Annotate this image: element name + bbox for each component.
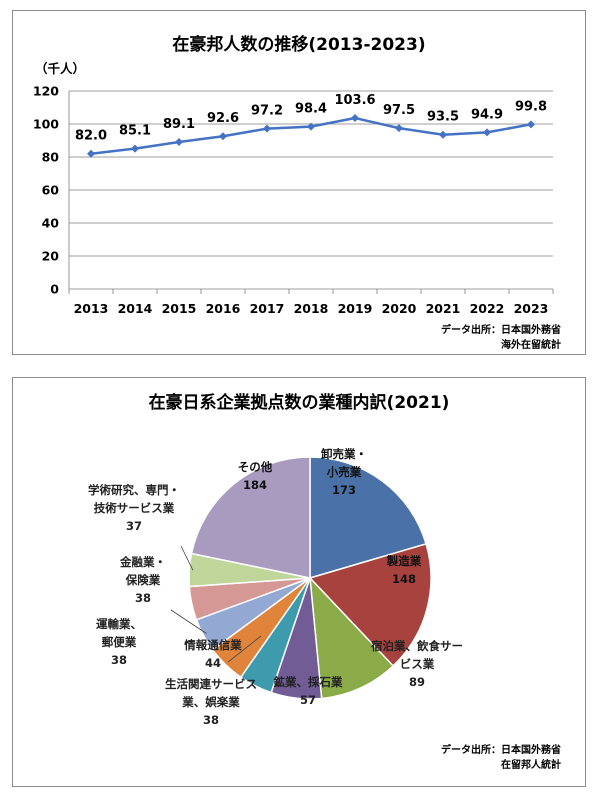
- pie-slice-label: 運輸業、: [96, 617, 142, 631]
- x-tick-label: 2014: [118, 301, 153, 316]
- population-data-point: [527, 120, 535, 129]
- population-data-point: [219, 132, 227, 141]
- population-data-point: [351, 114, 359, 123]
- x-tick-label: 2017: [250, 301, 285, 316]
- population-data-label: 92.6: [207, 111, 239, 126]
- pie-slice-label: 情報通信業: [183, 638, 242, 652]
- pie-source-line-1: データ出所：日本国外務省: [441, 743, 561, 756]
- population-data-label: 93.5: [427, 110, 459, 125]
- population-data-label: 82.0: [75, 129, 107, 144]
- industry-pie-panel: 在豪日系企業拠点数の業種内訳(2021) 卸売業・小売業 173 製造業 148 宿泊業…: [12, 377, 586, 787]
- x-tick-label: 2023: [514, 301, 549, 316]
- population-data-point: [307, 122, 315, 131]
- line-source-line-1: データ出所：日本国外務省: [441, 323, 561, 336]
- population-data-point: [263, 124, 271, 133]
- population-data-label: 94.9: [471, 107, 503, 122]
- pie-slice-value: 173: [332, 483, 356, 497]
- pie-slice-label: 宿泊業、飲食サー: [371, 639, 463, 653]
- population-line-chart: 在豪邦人数の推移(2013-2023) （千人） 0 20 40 60 80 100 120…: [33, 34, 561, 351]
- y-axis-unit-label: （千人）: [35, 61, 85, 76]
- pie-slice: [309, 456, 428, 580]
- line-chart-title: 在豪邦人数の推移(2013-2023): [172, 34, 425, 55]
- pie-source-line-2: 在留邦人統計: [501, 758, 561, 771]
- pie-slice-value: 184: [243, 478, 267, 492]
- y-tick-label: 120: [33, 84, 59, 99]
- pie-slice-value: 37: [126, 519, 142, 533]
- x-tick-label: 2019: [338, 301, 373, 316]
- pie-slice-value: 57: [300, 693, 316, 707]
- pie-slice-label: ビス業: [400, 657, 435, 671]
- pie-slice-value: 38: [111, 653, 127, 667]
- pie-slice-label: その他: [238, 460, 273, 474]
- pie-leader-line: [227, 635, 262, 663]
- pie-slice-value: 38: [135, 591, 151, 605]
- y-tick-label: 80: [42, 150, 60, 165]
- y-tick-label: 40: [42, 216, 60, 231]
- y-tick-label: 0: [50, 282, 59, 297]
- pie-slice: [308, 542, 432, 667]
- pie-slice-value: 89: [409, 675, 425, 689]
- x-tick-label: 2016: [206, 301, 241, 316]
- population-data-point: [175, 137, 183, 146]
- y-tick-label: 60: [42, 183, 60, 198]
- line-source-line-2: 海外在留統計: [501, 338, 561, 351]
- population-data-point: [87, 149, 95, 158]
- population-data-label: 97.5: [383, 103, 415, 118]
- pie-slice-label: 卸売業・: [321, 447, 367, 461]
- population-data-point: [395, 124, 403, 133]
- population-chart-panel: 在豪邦人数の推移(2013-2023) （千人） 0 20 40 60 80 100 120…: [12, 10, 586, 355]
- x-tick-label: 2018: [294, 301, 329, 316]
- population-data-label: 89.1: [163, 117, 195, 132]
- population-data-point: [483, 128, 491, 137]
- population-data-point: [131, 144, 139, 153]
- pie-slice-value: 148: [392, 572, 416, 586]
- population-data-label: 98.4: [295, 102, 327, 117]
- population-data-point: [439, 130, 447, 139]
- pie-slice-label: 生活関連サービス: [165, 677, 257, 691]
- x-tick-label: 2015: [162, 301, 197, 316]
- industry-pie-chart: 在豪日系企業拠点数の業種内訳(2021) 卸売業・小売業 173 製造業 148 宿泊業…: [88, 392, 561, 771]
- pie-slice-value: 44: [205, 656, 221, 670]
- pie-leader-line: [170, 609, 207, 634]
- pie-slice-label: 小売業: [326, 465, 362, 479]
- pie-slice-label: 技術サービス業: [94, 501, 175, 515]
- y-tick-label: 100: [33, 117, 59, 132]
- population-data-label: 85.1: [119, 124, 151, 139]
- pie-chart-title: 在豪日系企業拠点数の業種内訳(2021): [149, 392, 450, 413]
- x-tick-label: 2013: [74, 301, 109, 316]
- x-tick-label: 2021: [426, 301, 461, 316]
- pie-slice: [190, 456, 311, 579]
- x-tick-label: 2020: [382, 301, 417, 316]
- pie-slice-label: 鉱業、採石業: [274, 675, 343, 689]
- pie-leader-line: [180, 545, 194, 571]
- pie-slice-value: 38: [203, 713, 219, 727]
- pie-slice-label: 金融業・: [119, 555, 166, 569]
- pie-slice-label: 郵便業: [102, 635, 137, 649]
- pie-slice-label: 保険業: [125, 573, 161, 587]
- y-tick-label: 20: [42, 249, 60, 264]
- pie-slice-label: 業、娯楽業: [181, 695, 240, 709]
- population-data-label: 97.2: [251, 104, 283, 119]
- pie-slice: [309, 575, 395, 700]
- pie-slice-label: 学術研究、専門・: [88, 483, 180, 497]
- population-data-label: 99.8: [515, 99, 547, 114]
- pie-slice-label: 製造業: [386, 554, 422, 568]
- x-tick-label: 2022: [470, 301, 505, 316]
- population-data-label: 103.6: [334, 93, 375, 108]
